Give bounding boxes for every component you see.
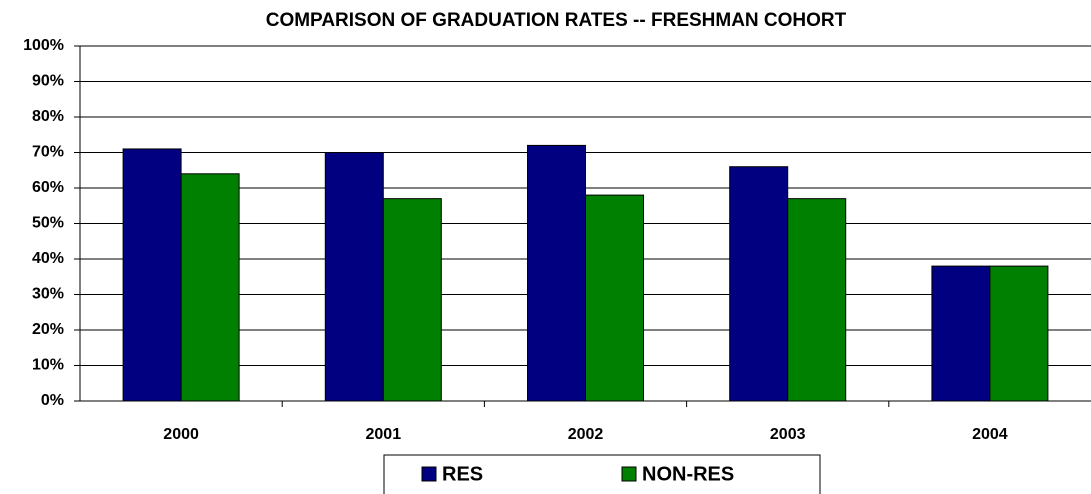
bar: [729, 166, 789, 402]
x-tick-label: 2000: [163, 426, 199, 443]
y-tick-label: 50%: [32, 215, 64, 232]
y-tick-label: 40%: [32, 250, 64, 267]
x-tick-label: 2001: [366, 426, 402, 443]
legend-swatch: [621, 466, 637, 482]
y-tick-label: 0%: [41, 392, 64, 409]
bar: [382, 198, 442, 402]
bar: [324, 152, 384, 402]
chart-title: COMPARISON OF GRADUATION RATES -- FRESHM…: [266, 10, 847, 31]
bar: [989, 265, 1049, 402]
bar: [787, 198, 847, 402]
bar: [585, 194, 644, 402]
y-tick-label: 10%: [32, 357, 64, 374]
legend-label: RES: [442, 463, 483, 485]
legend-swatch: [421, 466, 437, 482]
y-tick-label: 30%: [32, 286, 64, 303]
y-tick-label: 100%: [23, 37, 64, 54]
x-tick-label: 2002: [568, 426, 604, 443]
y-tick-label: 60%: [32, 179, 64, 196]
bar: [122, 148, 182, 402]
y-tick-label: 20%: [32, 321, 64, 338]
bar: [527, 144, 586, 402]
x-tick-label: 2003: [770, 426, 806, 443]
x-tick-label: 2004: [972, 426, 1008, 443]
bar: [931, 265, 991, 402]
bar: [180, 173, 240, 402]
legend-label: NON-RES: [642, 463, 734, 485]
y-tick-label: 90%: [32, 73, 64, 90]
y-tick-label: 80%: [32, 108, 64, 125]
legend-box: [383, 454, 821, 494]
y-tick-label: 70%: [32, 144, 64, 161]
